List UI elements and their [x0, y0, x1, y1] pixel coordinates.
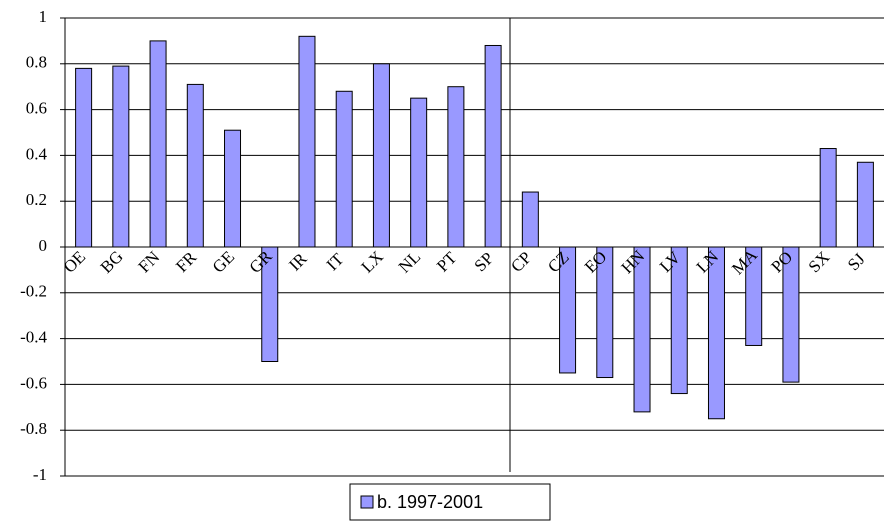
bar	[521, 191, 539, 248]
x-tick-label: OE	[60, 247, 89, 276]
bar	[298, 35, 316, 248]
bar	[261, 246, 279, 362]
x-tick-label: SJ	[844, 249, 869, 274]
y-tick-label: 1	[39, 7, 48, 26]
x-tick-label: BG	[97, 247, 127, 277]
bar	[484, 44, 502, 248]
bar	[707, 246, 725, 420]
y-tick-label: -0.2	[20, 282, 47, 301]
bar	[224, 129, 242, 248]
x-tick-label: PT	[433, 248, 461, 276]
y-tick-label: 0	[39, 236, 48, 255]
bar	[447, 86, 465, 248]
y-tick-label: -0.4	[20, 328, 47, 347]
y-tick-label: 0.8	[26, 53, 47, 72]
legend-label: b. 1997-2001	[377, 492, 483, 512]
x-tick-label: FR	[172, 247, 201, 276]
y-tick-label: 0.4	[26, 144, 48, 163]
x-tick-label: CP	[507, 248, 535, 276]
bar	[745, 246, 763, 346]
bar	[596, 246, 614, 379]
bar	[112, 65, 130, 248]
y-tick-label: -0.8	[20, 419, 47, 438]
x-tick-label: LX	[358, 247, 387, 276]
bar	[335, 90, 353, 248]
x-tick-label: GE	[209, 247, 238, 276]
bar	[75, 67, 93, 248]
bar	[633, 246, 651, 413]
legend-swatch	[360, 495, 374, 509]
y-tick-label: -0.6	[20, 373, 47, 392]
y-tick-label: 0.2	[26, 190, 47, 209]
bar	[559, 246, 577, 374]
x-tick-label: NL	[395, 247, 424, 276]
y-tick-label: 0.6	[26, 99, 47, 118]
x-tick-label: SP	[471, 248, 498, 275]
x-tick-label: FN	[135, 247, 164, 276]
x-tick-label: IT	[323, 249, 348, 274]
bar	[410, 97, 428, 248]
x-tick-label: IR	[285, 249, 311, 275]
bar	[819, 148, 837, 248]
bar	[856, 161, 874, 248]
bar	[372, 63, 390, 248]
legend-box	[349, 483, 551, 521]
bar	[186, 83, 204, 248]
x-tick-label: SX	[805, 247, 834, 276]
bar	[670, 246, 688, 395]
y-tick-label: -1	[33, 465, 47, 484]
bar	[782, 246, 800, 383]
bar	[149, 40, 167, 248]
